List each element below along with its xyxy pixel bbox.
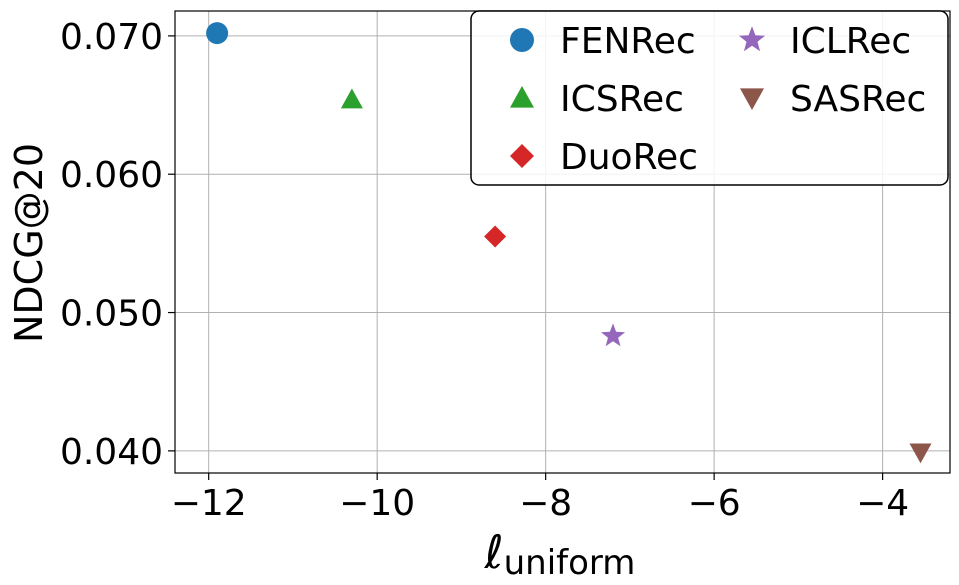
x-axis-label-main: ℓ	[484, 525, 504, 579]
point-icsrec	[340, 88, 363, 109]
legend-marker-fenrec	[510, 28, 534, 52]
legend-label-iclrec: ICLRec	[790, 21, 911, 62]
legend-marker-duorec	[510, 144, 534, 168]
legend-label-fenrec: FENRec	[560, 21, 696, 62]
y-tick-label: 0.040	[60, 432, 163, 473]
y-tick-label: 0.070	[60, 17, 163, 58]
y-tick-label: 0.060	[60, 155, 163, 196]
legend-marker-icsrec	[510, 86, 534, 108]
point-iclrec	[601, 323, 626, 347]
y-axis-label: NDCG@20	[7, 143, 51, 343]
legend-frame	[470, 10, 949, 186]
x-tick-label: −8	[519, 483, 572, 524]
x-tick-label: −4	[856, 483, 909, 524]
y-tick-label: 0.050	[60, 294, 163, 335]
legend-marker-sasrec	[740, 88, 764, 110]
legend: FENRec ICSRec DuoRec ICLRec SASRec	[470, 10, 949, 186]
x-tick-label: −12	[171, 483, 247, 524]
x-axis-label: ℓuniform	[484, 525, 636, 583]
legend-label-icsrec: ICSRec	[560, 79, 684, 120]
point-sasrec	[909, 443, 932, 464]
point-fenrec	[206, 22, 229, 45]
legend-marker-iclrec	[738, 26, 766, 52]
legend-label-duorec: DuoRec	[560, 137, 698, 178]
x-tick-label: −6	[688, 483, 741, 524]
legend-label-sasrec: SASRec	[790, 79, 926, 120]
x-tick-label: −10	[339, 483, 415, 524]
data-points	[206, 22, 932, 464]
axes: −12 −10 −8 −6 −4 0.040 0.050 0.060 0.070	[60, 10, 951, 524]
point-duorec	[484, 225, 507, 248]
x-axis-label-sub: uniform	[504, 543, 636, 583]
